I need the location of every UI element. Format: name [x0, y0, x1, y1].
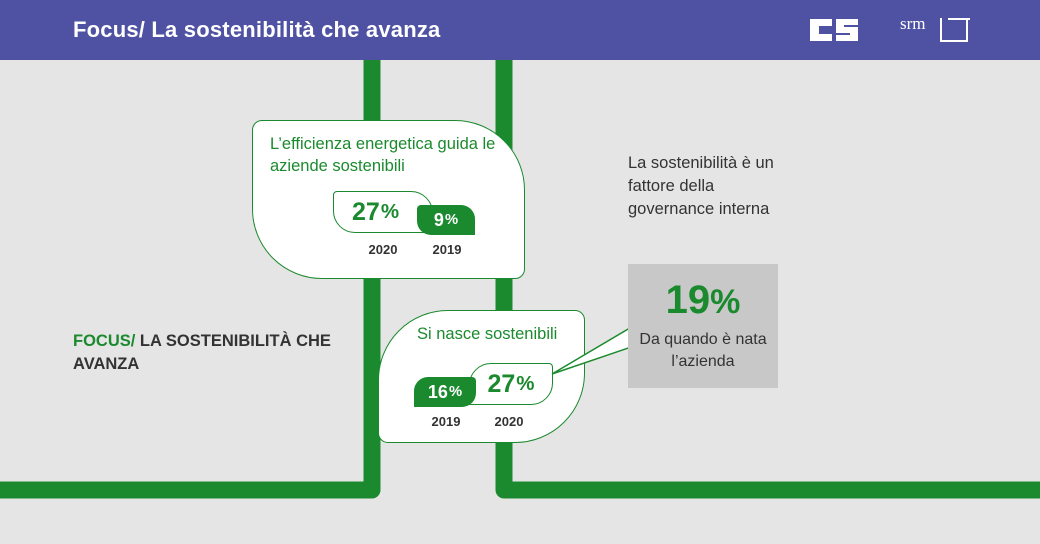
- born-value-2019: 16%: [414, 377, 476, 407]
- card-energy-title: L’efficienza energetica guida le aziende…: [270, 135, 496, 175]
- focus-label-accent: FOCUS/: [73, 332, 136, 350]
- born-year-2020: 2020: [494, 414, 524, 429]
- governance-value-unit: %: [710, 283, 741, 321]
- born-value-2020: 27%: [469, 363, 553, 405]
- energy-value-2019-unit: %: [444, 212, 459, 228]
- born-value-2019-unit: %: [448, 384, 463, 400]
- energy-value-2019: 9%: [417, 205, 475, 235]
- card-energy-efficiency: L’efficienza energetica guida le aziende…: [252, 120, 525, 279]
- card-born-sustainable: Si nasce sostenibili 27% 16% 2019 2020: [378, 310, 585, 443]
- born-value-2019-number: 16: [427, 381, 448, 402]
- card-born-title: Si nasce sostenibili: [417, 325, 558, 343]
- energy-value-2020-number: 27: [352, 197, 380, 226]
- energy-year-2019: 2019: [432, 242, 462, 257]
- governance-value-number: 19: [665, 278, 711, 322]
- governance-text: La sostenibilità è un fattore della gove…: [628, 154, 774, 218]
- born-value-2020-number: 27: [487, 369, 516, 398]
- governance-value: 19%: [628, 278, 778, 323]
- energy-year-2020: 2020: [368, 242, 398, 257]
- governance-caption: Da quando è nata l’azienda: [639, 331, 767, 370]
- energy-value-2020: 27%: [333, 191, 433, 233]
- born-value-2020-unit: %: [516, 372, 535, 395]
- srm-logo: srm: [900, 14, 972, 46]
- header-bar: Focus/ La sostenibilità che avanza srm: [0, 0, 1040, 60]
- focus-label: FOCUS/ LA SOSTENIBILITÀ CHE AVANZA: [73, 330, 333, 376]
- page-title: Focus/ La sostenibilità che avanza: [73, 17, 441, 42]
- born-year-2019: 2019: [431, 414, 461, 429]
- cs-logo-icon: [810, 19, 858, 41]
- governance-stat-box: 19% Da quando è nata l’azienda: [628, 264, 778, 388]
- energy-value-2019-number: 9: [433, 209, 444, 230]
- srm-logo-text: srm: [900, 14, 926, 33]
- focus-label-text: LA SOSTENIBILITÀ CHE AVANZA: [73, 332, 331, 373]
- srm-logo-frame-icon: [940, 18, 970, 42]
- energy-value-2020-unit: %: [380, 200, 400, 223]
